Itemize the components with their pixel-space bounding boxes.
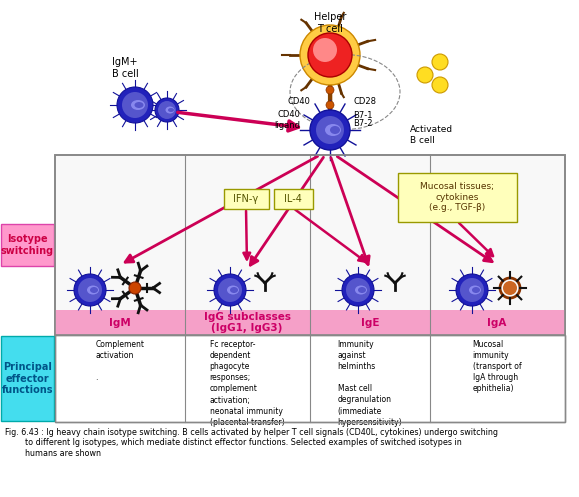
Circle shape [432, 54, 448, 70]
Circle shape [316, 116, 344, 144]
Text: Immunity
against
helminths

Mast cell
degranulation
(immediate
hypersensitivity): Immunity against helminths Mast cell deg… [338, 340, 402, 427]
Text: B7-2: B7-2 [353, 119, 372, 129]
Circle shape [417, 67, 433, 83]
Circle shape [503, 281, 517, 295]
Text: IFN-γ: IFN-γ [233, 194, 259, 204]
FancyBboxPatch shape [1, 336, 54, 421]
Ellipse shape [87, 285, 99, 295]
FancyBboxPatch shape [273, 188, 313, 209]
Ellipse shape [358, 287, 366, 293]
Ellipse shape [227, 285, 239, 295]
Ellipse shape [355, 285, 367, 295]
Circle shape [310, 110, 350, 150]
Circle shape [326, 114, 334, 122]
Circle shape [300, 25, 360, 85]
Ellipse shape [230, 287, 238, 293]
Text: Principal
effector
functions: Principal effector functions [2, 362, 53, 395]
Ellipse shape [472, 287, 480, 293]
Circle shape [158, 101, 176, 119]
Ellipse shape [90, 287, 98, 293]
Ellipse shape [469, 285, 481, 295]
Circle shape [117, 87, 153, 123]
Text: IL-4: IL-4 [284, 194, 302, 204]
Circle shape [122, 92, 148, 118]
FancyBboxPatch shape [223, 188, 269, 209]
Text: Activated
B cell: Activated B cell [410, 125, 453, 145]
Text: Mucosal
immunity
(transport of
IgA through
ephithelia): Mucosal immunity (transport of IgA throu… [472, 340, 521, 394]
Ellipse shape [134, 102, 144, 108]
Ellipse shape [166, 106, 174, 113]
Circle shape [308, 33, 352, 77]
Bar [55, 335, 565, 422]
Circle shape [342, 274, 374, 306]
Text: IgG subclasses
(IgG1, IgG3): IgG subclasses (IgG1, IgG3) [203, 312, 291, 333]
Circle shape [78, 278, 102, 302]
Text: Fc receptor-
dependent
phagocyte
responses;
complement
activation;
neonatal immu: Fc receptor- dependent phagocyte respons… [210, 340, 284, 427]
Text: Isotype
switching: Isotype switching [1, 234, 54, 256]
Text: Complement
activation

.: Complement activation . [96, 340, 145, 382]
Circle shape [218, 278, 242, 302]
Text: CD28: CD28 [353, 97, 376, 106]
Circle shape [326, 101, 334, 109]
Circle shape [346, 278, 370, 302]
Text: IgM: IgM [109, 318, 131, 328]
Circle shape [460, 278, 484, 302]
Circle shape [155, 98, 179, 122]
Text: CD40
ligand: CD40 ligand [274, 110, 300, 130]
Bar [55, 155, 565, 340]
Text: Fig. 6.43 : Ig heavy chain isotype switching. B cells activated by helper T cell: Fig. 6.43 : Ig heavy chain isotype switc… [5, 428, 498, 458]
Bar [55, 310, 565, 335]
Circle shape [74, 274, 106, 306]
Text: B7-1: B7-1 [353, 111, 372, 120]
Ellipse shape [325, 124, 341, 136]
Bar [55, 155, 565, 335]
Text: Mucosal tissues;
cytokines
(e.g., TGF-β): Mucosal tissues; cytokines (e.g., TGF-β) [420, 182, 494, 212]
Text: IgA: IgA [488, 318, 507, 328]
Text: IgE: IgE [361, 318, 379, 328]
Text: Helper
T cell: Helper T cell [314, 12, 346, 34]
Ellipse shape [131, 100, 145, 110]
FancyBboxPatch shape [398, 173, 517, 222]
Ellipse shape [330, 126, 340, 134]
Circle shape [129, 282, 141, 294]
Ellipse shape [168, 108, 174, 112]
FancyBboxPatch shape [1, 224, 54, 266]
Circle shape [313, 38, 337, 62]
Circle shape [326, 86, 334, 94]
Circle shape [432, 77, 448, 93]
Text: IgM+
B cell: IgM+ B cell [112, 57, 138, 79]
Bar [55, 335, 565, 422]
Circle shape [214, 274, 246, 306]
Text: CD40: CD40 [287, 97, 310, 106]
Circle shape [456, 274, 488, 306]
